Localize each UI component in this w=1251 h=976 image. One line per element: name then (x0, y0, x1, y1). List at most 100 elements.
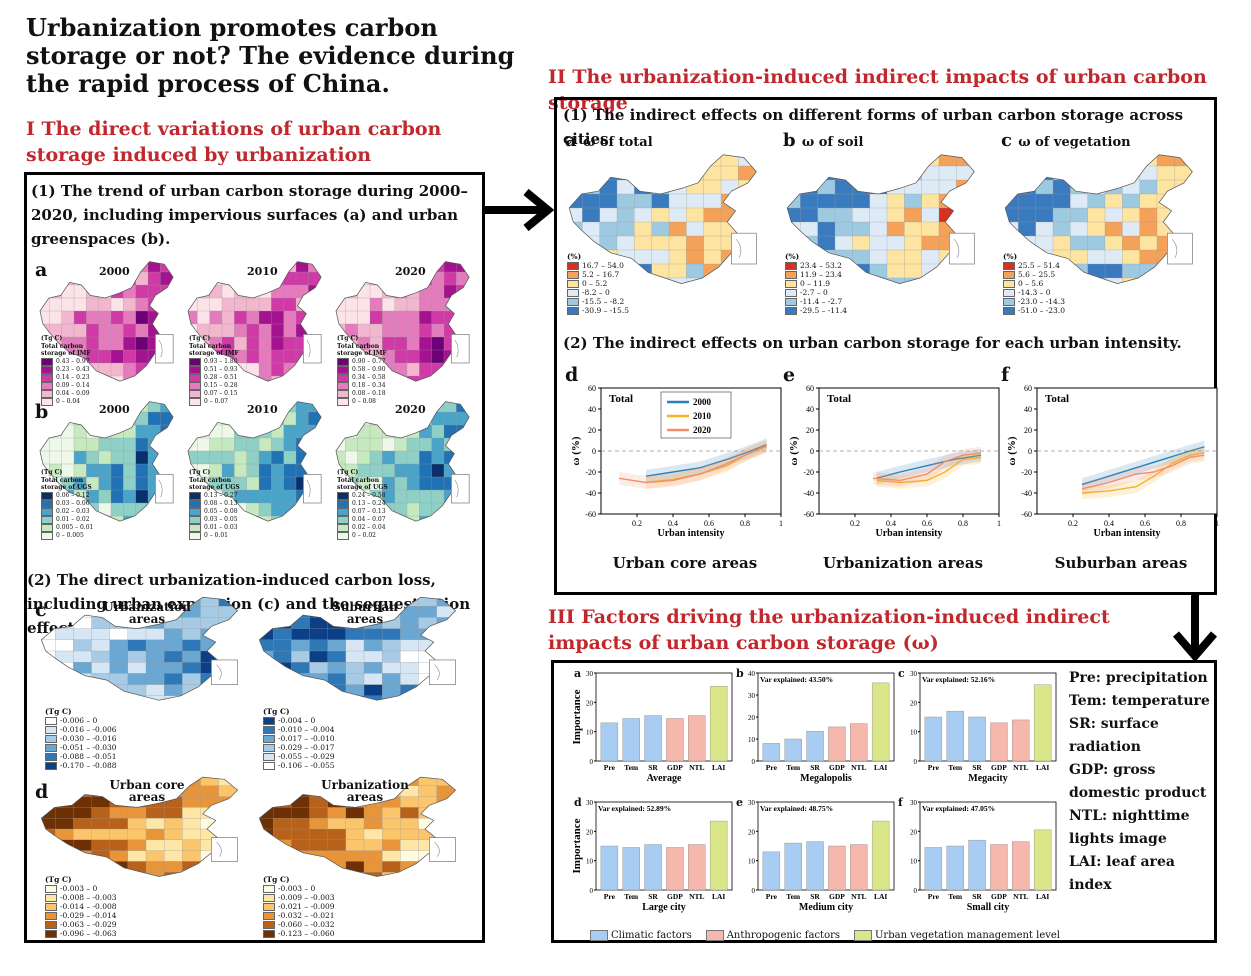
legend-label: -0.060 – -0.032 (278, 920, 335, 929)
legend-label: -0.088 – -0.051 (60, 752, 117, 761)
legend-swatch (41, 531, 53, 540)
bar-LAI (1033, 829, 1052, 891)
legend-row: 0.02 – 0.04 (337, 523, 397, 532)
legend-swatch (590, 929, 608, 941)
bar-Tem (784, 842, 802, 891)
legend-swatch (785, 297, 797, 306)
legend-unit: (Tg C) (189, 335, 211, 342)
legend-row: -0.029 – -0.017 (263, 743, 335, 752)
confidence-band (873, 446, 981, 487)
map-expansion-0 (40, 596, 239, 701)
legend-swatch (337, 381, 349, 390)
x-tick-label: 0.8 (740, 519, 750, 528)
legend-row: -0.063 – -0.029 (45, 920, 117, 929)
x-tick-label: LAI (712, 763, 725, 772)
legend-label: -0.003 – 0 (60, 884, 98, 893)
y-tick-label: 10 (910, 858, 918, 866)
chart-subtitle: Suburban areas (1054, 554, 1188, 572)
x-tick-label: SR (648, 892, 658, 901)
line-chart-e: 60 40 20 0 -20 -40 -60 0.2 0.4 0.6 0.8 1 Urban inten… (788, 384, 1001, 539)
legend-swatch (785, 261, 797, 270)
legend-swatch (263, 761, 275, 770)
legend-swatch (705, 929, 724, 941)
y-tick-label: -40 (803, 489, 814, 498)
bar-GDP (666, 718, 684, 762)
x-tick-label: NTL (1013, 763, 1028, 772)
y-tick-label: 10 (748, 858, 756, 866)
x-tick-label: SR (810, 763, 820, 772)
bar-chart-name: Average (647, 773, 682, 784)
map-omega-2 (1004, 154, 1193, 284)
bar-SR (644, 844, 662, 891)
legend-omega-0: (%) 16.7 – 54.0 5.2 – 16.7 0 – 5.2 -8.2 – 0-… (567, 252, 629, 315)
legend-row: 0.13 – 0.24 (337, 499, 397, 508)
legend-row: -0.032 – -0.021 (263, 911, 335, 920)
legend-row: 0 – 5.6 (1003, 279, 1065, 288)
x-tick-label: Pre (928, 763, 940, 772)
legend-swatch (41, 523, 53, 532)
legend-row: 0.43 – 0.97 (41, 357, 101, 366)
legend-label: 0.43 – 0.97 (56, 357, 90, 365)
map-sequestration-0 (40, 776, 239, 877)
legend-label: 0 – 0.01 (204, 531, 228, 539)
legend-swatch (263, 929, 275, 938)
legend-row: 0.03 – 0.06 (41, 499, 101, 508)
x-tick-label: Tem (948, 763, 963, 772)
var-explained: Var explained: 43.50% (760, 675, 833, 684)
series-line-2000 (876, 454, 982, 479)
legend-swatch (41, 357, 53, 366)
chart-subtitle: Urban core areas (612, 554, 758, 572)
legend-row: -0.006 – 0 (45, 716, 117, 725)
y-tick-label: 0 (810, 447, 814, 456)
legend-label: 0.03 – 0.06 (56, 499, 90, 507)
legend-label: 0 – 0.02 (352, 531, 376, 539)
legend-label: 0.28 – 0.51 (204, 373, 238, 381)
var-explained: Var explained: 52.89% (598, 804, 671, 813)
legend-ugs-2000: (Tg C) Total carbon storage of UGS 0.06 – … (41, 469, 101, 540)
legend-row: -0.088 – -0.051 (45, 752, 117, 761)
x-tick-label: Pre (604, 763, 616, 772)
x-tick-label: Tem (948, 892, 963, 901)
legend-row: 0.005 – 0.01 (41, 523, 101, 532)
legend-row: 0.08 – 0.13 (189, 499, 249, 508)
bar-chart-letter: c (898, 667, 905, 680)
bar-chart-name: Medium city (799, 902, 853, 913)
x-tick-label: LAI (874, 763, 887, 772)
bar-chart-letter: e (736, 796, 743, 809)
legend-row: -0.016 – -0.006 (45, 725, 117, 734)
legend-unit: (Tg C) (45, 875, 72, 884)
bar-chart-e: 0 10 20 30 Pre Tem SR GDP NTL LAI Medium city Var e… (748, 799, 895, 913)
legend-row: 0.07 – 0.15 (189, 389, 249, 398)
series-line-2020 (872, 452, 982, 482)
x-tick-label: 1 (997, 519, 1001, 528)
legend-label: 0.13 – 0.24 (352, 499, 386, 507)
x-tick-label: 0.4 (886, 519, 896, 528)
legend-label: -0.006 – 0 (60, 716, 98, 725)
legend-label: 0.24 – 0.58 (352, 491, 386, 499)
map-area-label: Urbanization areas (103, 600, 191, 626)
legend-label: -0.051 – -0.030 (60, 743, 117, 752)
legend-label: -51.0 – -23.0 (1018, 306, 1065, 315)
x-tick-label: Pre (928, 892, 940, 901)
legend-swatch (189, 381, 201, 390)
legend-label: 0.02 – 0.03 (56, 507, 90, 515)
section1-heading: I The direct variations of urban carbon … (26, 118, 442, 166)
legend-label: -0.010 – -0.004 (278, 725, 335, 734)
bar-chart-b: 0 10 20 30 40 Pre Tem SR GDP NTL LAI Megalopolis Var… (748, 670, 895, 784)
x-tick-label: Pre (604, 892, 616, 901)
y-tick-label: 20 (586, 828, 594, 836)
chart-letter: e (783, 364, 796, 386)
legend-sequestration-1: (Tg C) -0.003 – 0 -0.009 – -0.003 -0.021 – … (263, 875, 335, 938)
legend-swatch (1003, 297, 1015, 306)
map-year: 2020 (395, 403, 426, 416)
x-tick-label: SR (648, 763, 658, 772)
x-tick-label: NTL (851, 763, 866, 772)
map-title: c ω of vegetation (1001, 130, 1131, 151)
legend-swatch (45, 761, 57, 770)
legend-row: 0 – 0.01 (189, 531, 249, 540)
bar-Tem (622, 847, 640, 891)
legend-swatch (263, 716, 275, 725)
legend-row: 0.06 – 0.12 (41, 491, 101, 500)
bar-Tem (946, 710, 964, 762)
map-year: 2000 (99, 403, 130, 416)
